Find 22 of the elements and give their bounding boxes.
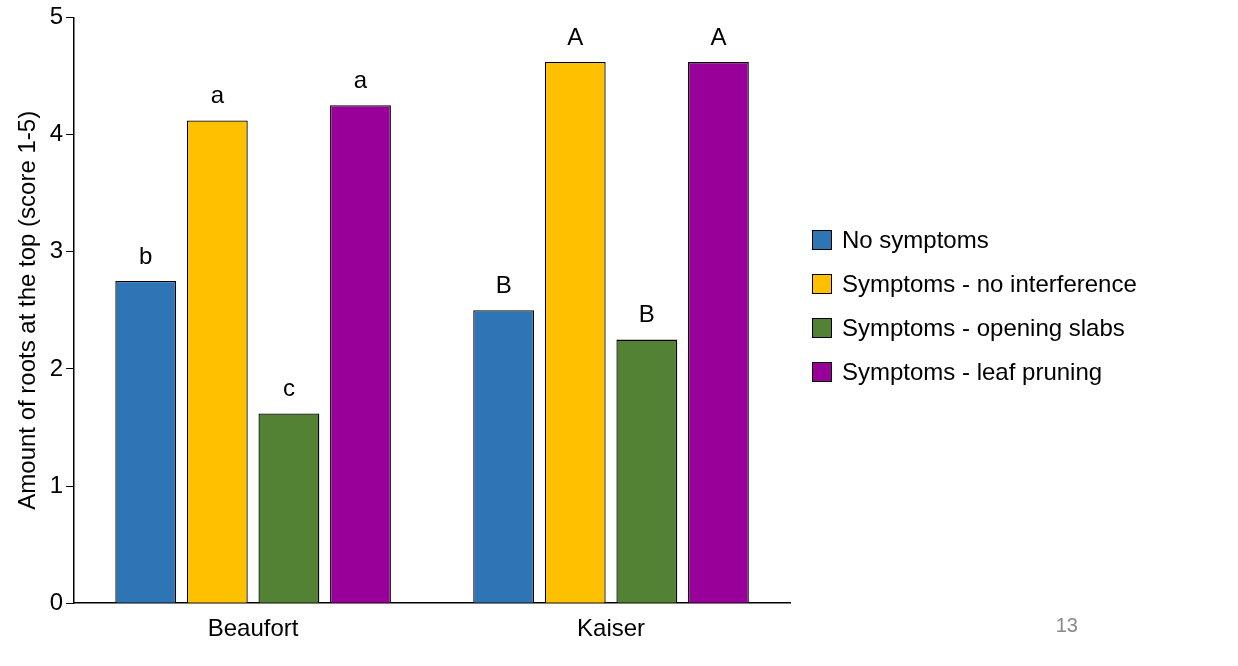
- data-label: a: [353, 65, 368, 93]
- x-tick-label: Beaufort: [207, 614, 299, 642]
- text: 13: [1055, 614, 1078, 637]
- y-tick-label: 2: [49, 353, 64, 381]
- y-tick-label: 0: [49, 587, 64, 615]
- data-label: c: [282, 374, 295, 402]
- legend-label: No symptoms: [842, 226, 989, 254]
- data-label: B: [638, 300, 655, 328]
- y-tick-label: 1: [49, 470, 64, 498]
- y-tick-label: 4: [49, 119, 64, 147]
- data-label: A: [567, 22, 584, 50]
- x-tick-label: Kaiser: [577, 614, 646, 642]
- data-label: A: [710, 22, 727, 50]
- data-label: B: [495, 270, 512, 298]
- legend-label: Symptoms - leaf pruning: [842, 358, 1103, 386]
- data-label: b: [139, 241, 153, 269]
- data-label: a: [210, 81, 225, 109]
- legend-label: Symptoms - opening slabs: [842, 314, 1125, 342]
- legend-label: Symptoms - no interference: [842, 270, 1137, 298]
- y-tick-label: 3: [49, 236, 64, 264]
- y-tick-label: 5: [49, 2, 64, 30]
- y-axis-title: Amount of roots at the top (score 1-5): [13, 110, 41, 510]
